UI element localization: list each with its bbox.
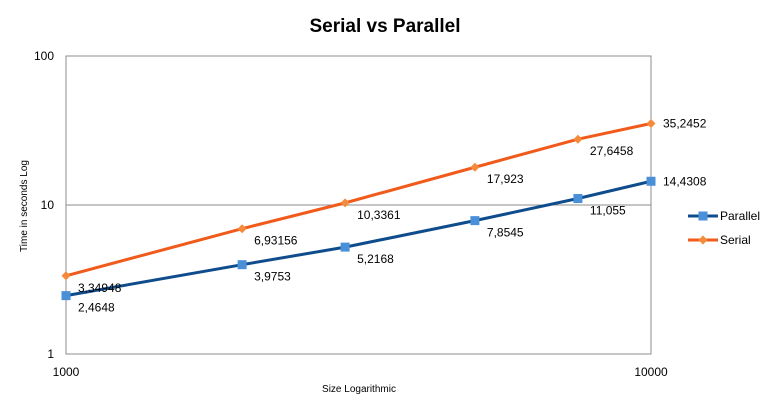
data-point [573,134,583,144]
data-label: 11,055 [590,204,626,218]
legend-label: Serial [720,233,751,247]
series-serial: 3,34948 6,93156 10,3361 17,923 27,6458 35,245… [61,116,707,295]
data-label: 3,34948 [78,281,122,295]
data-point [237,224,247,234]
data-label: 6,93156 [254,234,298,248]
data-label: 17,923 [487,172,524,186]
data-point [61,291,71,301]
data-label: 14,4308 [663,174,707,188]
data-label: 2,4648 [78,301,115,315]
data-point [237,260,247,270]
data-point [646,176,656,186]
data-point [646,118,656,128]
series-line-serial [65,122,652,278]
x-tick-label: 10000 [634,365,668,379]
legend-item-parallel: Parallel [688,209,760,223]
series-parallel: 2,4648 3,9753 5,2168 7,8545 11,055 14,4308 [61,174,707,315]
data-point [340,198,350,208]
x-axis-ticks: 1000 10000 [53,365,668,379]
y-axis-label: Time in seconds Log [19,160,30,252]
data-point [470,216,480,226]
y-tick-label: 100 [34,49,54,63]
y-tick-label: 1 [47,347,54,361]
data-label: 7,8545 [487,226,524,240]
y-tick-label: 10 [41,198,55,212]
legend: Parallel Serial [688,209,760,247]
x-axis-label: Size Logarithmic [322,384,396,395]
data-label: 5,2168 [357,252,394,266]
legend-item-serial: Serial [688,233,751,247]
legend-marker [698,235,708,245]
data-point [573,194,583,204]
series-layer: 2,46483,97535,21687,854511,05514,43083,3… [61,116,707,315]
plot-area [65,55,652,355]
x-tick-label: 1000 [53,365,80,379]
data-point [470,162,480,172]
legend-label: Parallel [720,209,760,223]
data-point [61,271,71,281]
data-label: 10,3361 [357,208,401,222]
data-label: 3,9753 [254,270,291,284]
data-label: 35,2452 [663,116,707,130]
chart-title: Serial vs Parallel [309,16,460,37]
data-point [340,242,350,252]
data-label: 27,6458 [590,144,634,158]
series-line-parallel [65,179,652,298]
y-axis-ticks: 1 10 100 [34,49,54,361]
legend-marker [698,211,708,221]
